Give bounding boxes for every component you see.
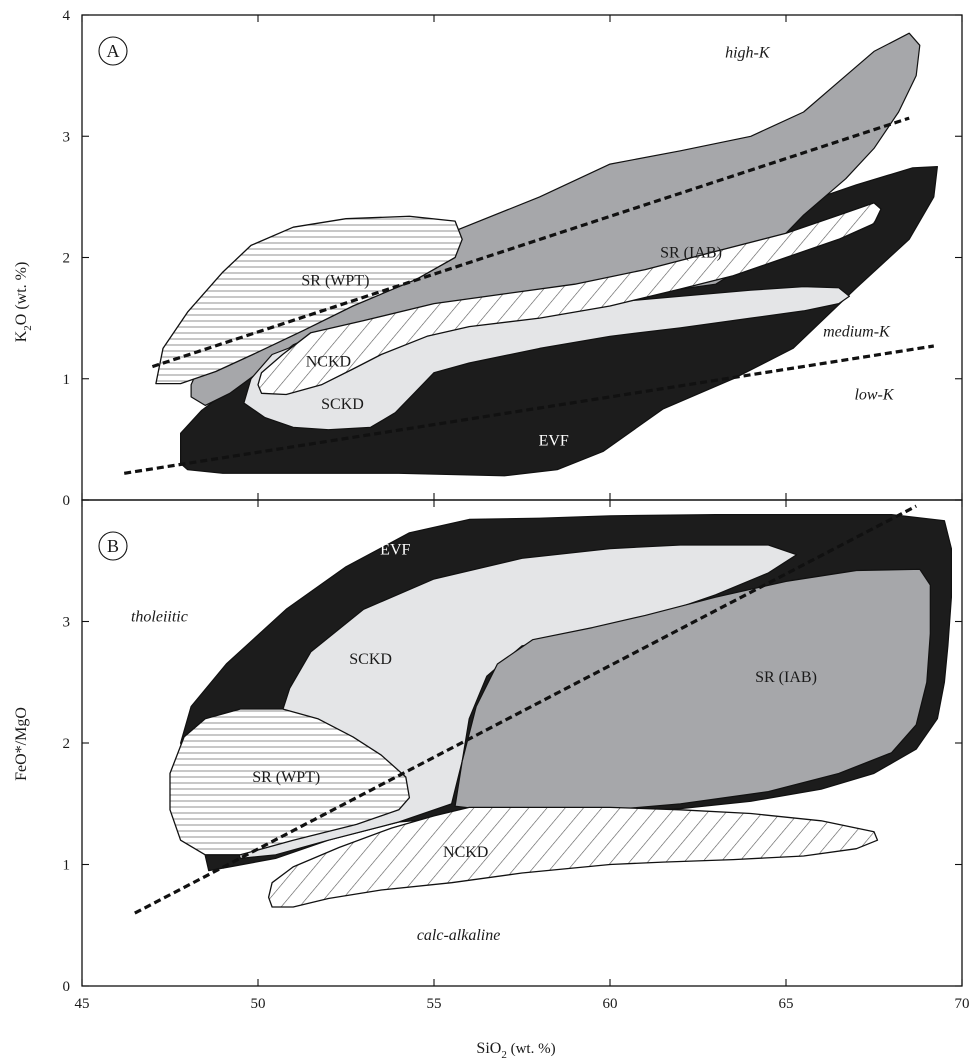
region-label-nckd: NCKD [443,844,488,861]
region-label-sr-wpt: SR (WPT) [252,769,320,786]
y-tick-label: 1 [63,372,71,388]
dashed-line-medium-low-K [123,344,935,475]
region-label-evf: EVF [380,542,410,559]
x-tick-label: 65 [779,996,794,1012]
annotation-low-k: low-K [854,386,894,403]
y-tick-label: 2 [63,251,71,267]
annotation-calc-alkaline: calc-alkaline [417,927,501,944]
dashed-line-high-medium-K [151,116,910,369]
annotation-tholeiitic: tholeiitic [131,608,188,625]
panel-b-letter: B [107,536,119,556]
annotation-medium-k: medium-K [823,323,891,340]
region-label-sr-iab: SR (IAB) [660,244,722,261]
x-tick-label: 50 [251,996,266,1012]
x-tick-label: 45 [75,996,90,1012]
y-tick-label: 0 [63,493,71,509]
region-sr-wpt [169,708,411,856]
region-sr-iab [454,568,931,812]
panel-b-feo-mgo-plot: EVF SCKD SR (IAB) SR (WPT) NCKD tholeiitic cal… [13,499,970,1061]
y-tick-label: 0 [63,979,71,995]
region-label-sckd: SCKD [321,396,364,413]
x-axis-title: SiO2 (wt. %) [476,1040,555,1061]
region-nckd [267,806,879,908]
region-label-evf: EVF [539,432,569,449]
annotation-high-k: high-K [725,44,771,61]
panel-a-letter-circle [98,36,128,66]
region-label-sckd: SCKD [349,651,392,668]
panel-a-k2o-plot: EVF SR (IAB) SCKD SR (WPT) NCKD high-K medium-… [13,8,963,509]
y-tick-label: 3 [63,615,71,631]
region-nckd [257,202,882,396]
panel-a-letter: A [107,41,120,61]
y-tick-label: 2 [63,736,71,752]
region-label-nckd: NCKD [306,354,351,371]
x-tick-label: 70 [955,996,970,1012]
y-tick-label: 1 [63,858,71,874]
panel-b-letter-circle [98,531,128,561]
region-label-sr-wpt: SR (WPT) [301,272,369,289]
y-tick-label: 4 [63,8,71,24]
y-tick-label: 3 [63,129,71,145]
region-label-sr-iab: SR (IAB) [755,669,817,686]
dashed-line-tholeiitic-calc-alkaline [134,504,917,915]
panel-b-y-axis-title: FeO*/MgO [13,707,30,781]
panel-a-y-axis-title: K2O (wt. %) [13,262,34,343]
x-tick-label: 60 [603,996,618,1012]
x-tick-label: 55 [427,996,442,1012]
